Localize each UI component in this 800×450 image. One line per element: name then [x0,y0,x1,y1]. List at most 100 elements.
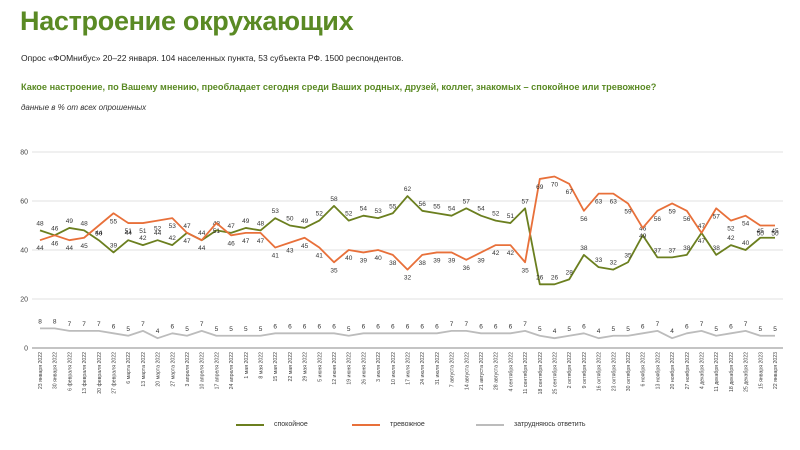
data-label-anxious: 39 [360,257,368,264]
data-label-anxious: 57 [713,213,721,220]
x-tick-label: 3 апреля 2022 [185,352,191,387]
x-tick-label: 6 февраля 2022 [67,352,73,391]
data-label-na: 5 [259,326,263,333]
data-label-na: 5 [773,326,777,333]
data-label-anxious: 67 [566,189,574,196]
series-line-anxious [39,175,775,271]
data-label-calm: 54 [360,206,368,213]
x-tick-label: 25 сентября 2022 [553,352,559,394]
data-label-na: 7 [141,321,145,328]
data-label-na: 5 [347,326,351,333]
data-label-na: 5 [626,326,630,333]
data-label-na: 7 [97,321,101,328]
data-label-na: 5 [611,326,615,333]
data-label-anxious: 47 [698,238,706,245]
x-tick-label: 29 мая 2022 [303,352,309,382]
data-label-calm: 51 [507,213,515,220]
data-label-calm: 54 [477,206,485,213]
y-tick-label: 0 [24,346,28,353]
data-label-calm: 44 [154,230,162,237]
data-label-na: 4 [156,328,160,335]
data-label-anxious: 56 [580,216,588,223]
data-label-na: 5 [244,326,248,333]
data-label-anxious: 32 [404,275,412,282]
x-tick-label: 11 сентября 2022 [523,352,529,394]
data-label-anxious: 69 [536,184,544,191]
data-label-anxious: 42 [507,250,515,257]
x-tick-label: 13 ноября 2022 [655,352,661,389]
legend-swatch-na [476,423,504,426]
y-tick-label: 60 [20,199,28,206]
data-label-na: 6 [729,323,733,330]
y-tick-label: 40 [20,248,28,255]
y-tick-label: 80 [20,150,28,157]
data-label-na: 5 [758,326,762,333]
data-label-anxious: 51 [213,228,221,235]
x-tick-label: 15 мая 2022 [273,352,279,382]
x-tick-label: 20 ноября 2022 [670,352,676,389]
data-label-na: 6 [509,323,513,330]
x-tick-label: 18 сентября 2022 [538,352,544,394]
data-label-calm: 52 [345,211,353,218]
x-tick-label: 13 февраля 2022 [82,352,88,394]
data-label-na: 4 [553,328,557,335]
x-tick-label: 3 июля 2022 [376,352,382,382]
x-tick-label: 10 июля 2022 [391,352,397,385]
data-label-na: 7 [656,321,660,328]
data-label-na: 6 [479,323,483,330]
x-tick-label: 1 мая 2022 [244,352,250,379]
x-tick-label: 28 августа 2022 [494,352,500,390]
data-label-anxious: 47 [183,238,191,245]
data-label-anxious: 38 [389,260,397,267]
data-label-na: 6 [582,323,586,330]
data-label-anxious: 51 [125,228,133,235]
data-label-anxious: 50 [771,231,779,238]
data-label-na: 6 [391,323,395,330]
data-label-calm: 50 [286,216,294,223]
data-note: данные в % от всех опрошенных [21,103,147,112]
x-tick-label: 17 апреля 2022 [214,352,220,389]
data-label-anxious: 56 [654,216,662,223]
data-label-na: 6 [641,323,645,330]
data-label-na: 6 [317,323,321,330]
data-label-na: 7 [464,321,468,328]
data-label-calm: 58 [330,196,338,203]
x-tick-label: 9 октября 2022 [582,352,588,388]
data-label-anxious: 39 [433,257,441,264]
data-label-calm: 45 [771,228,779,235]
survey-subtitle: Опрос «ФОМнибус» 20–22 января. 104 насел… [21,53,404,63]
x-tick-label: 21 августа 2022 [479,352,485,390]
x-tick-label: 15 января 2023 [758,352,764,389]
series-line-calm [39,195,775,286]
x-tick-label: 13 марта 2022 [141,352,147,387]
x-tick-label: 24 июля 2022 [420,352,426,385]
data-label-calm: 37 [654,247,662,254]
data-label-na: 6 [494,323,498,330]
series-line-na [40,327,775,340]
legend-label-calm: спокойное [274,421,308,428]
data-label-na: 5 [714,326,718,333]
x-tick-label: 6 ноября 2022 [641,352,647,387]
x-tick-label: 18 декабря 2022 [729,352,735,392]
data-label-calm: 42 [139,235,147,242]
data-label-anxious: 50 [95,231,103,238]
data-label-anxious: 63 [610,199,618,206]
x-tick-label: 22 января 2023 [773,352,779,389]
data-label-calm: 44 [125,230,133,237]
data-label-calm: 55 [433,203,441,210]
data-label-calm: 49 [301,218,309,225]
data-label-anxious: 46 [51,240,59,247]
data-label-calm: 42 [727,235,735,242]
x-tick-label: 4 сентября 2022 [508,352,514,392]
data-label-na: 6 [332,323,336,330]
x-tick-label: 11 декабря 2022 [714,352,720,392]
data-label-na: 8 [38,318,42,325]
data-label-na: 7 [200,321,204,328]
data-label-na: 5 [229,326,233,333]
data-label-anxious: 49 [639,233,647,240]
data-label-anxious: 55 [110,218,118,225]
data-label-na: 8 [53,318,57,325]
legend-label-anxious: тревожное [390,421,425,428]
data-label-anxious: 41 [272,253,280,260]
